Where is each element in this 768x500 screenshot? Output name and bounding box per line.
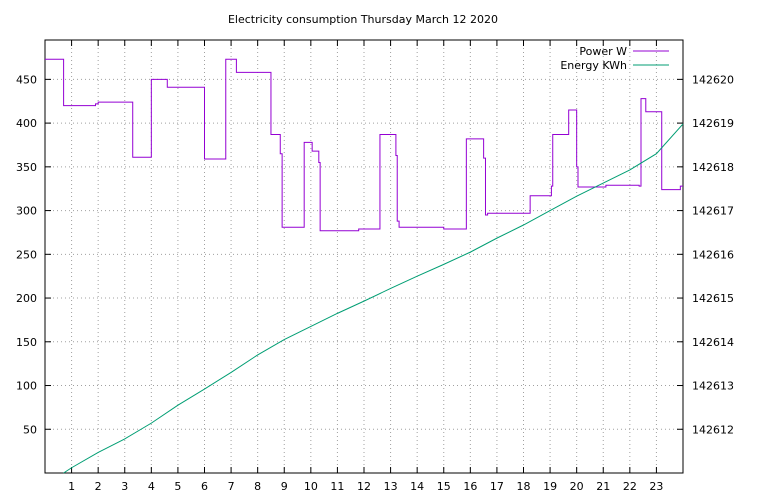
x-tick-label: 15: [437, 480, 451, 493]
y2-tick-label: 142613: [692, 380, 734, 393]
y2-tick-label: 142616: [692, 248, 734, 261]
legend-label-power: Power W: [579, 45, 627, 58]
y2-tick-label: 142617: [692, 205, 734, 218]
y-tick-label: 450: [16, 73, 37, 86]
y-tick-label: 150: [16, 336, 37, 349]
x-tick-label: 1: [68, 480, 75, 493]
y2-tick-label: 142620: [692, 73, 734, 86]
series-power-w-line: [45, 58, 683, 232]
y-tick-label: 100: [16, 380, 37, 393]
x-tick-label: 20: [570, 480, 584, 493]
x-tick-label: 23: [649, 480, 663, 493]
y-tick-label: 200: [16, 292, 37, 305]
series-layer: [45, 58, 684, 474]
y-tick-label: 50: [23, 423, 37, 436]
grid-layer: [45, 40, 683, 473]
x-tick-label: 5: [174, 480, 181, 493]
y2-tick-label: 142618: [692, 161, 734, 174]
x-tick-label: 4: [148, 480, 155, 493]
series-energy-kwh-line: [63, 123, 684, 474]
legend-label-energy: Energy KWh: [560, 59, 627, 72]
axis-layer: 1 2 3 4 5 6 7 8 9 10 11 12 13 14 15 16 17 18 19 20 21 22 23501…: [16, 40, 734, 493]
x-tick-label: 8: [254, 480, 261, 493]
x-tick-label: 14: [410, 480, 424, 493]
x-tick-label: 17: [490, 480, 504, 493]
x-tick-label: 19: [543, 480, 557, 493]
x-tick-label: 9: [281, 480, 288, 493]
legend: Power W Energy KWh: [560, 45, 669, 72]
y-tick-label: 300: [16, 205, 37, 218]
x-tick-label: 11: [330, 480, 344, 493]
x-tick-label: 21: [596, 480, 610, 493]
y2-tick-label: 142619: [692, 117, 734, 130]
x-tick-label: 10: [304, 480, 318, 493]
y-tick-label: 400: [16, 117, 37, 130]
x-tick-label: 22: [623, 480, 637, 493]
x-tick-label: 13: [384, 480, 398, 493]
y2-tick-label: 142615: [692, 292, 734, 305]
x-tick-label: 2: [95, 480, 102, 493]
x-tick-label: 12: [357, 480, 371, 493]
x-tick-label: 7: [228, 480, 235, 493]
x-tick-label: 3: [121, 480, 128, 493]
y2-tick-label: 142614: [692, 336, 734, 349]
y-tick-label: 250: [16, 248, 37, 261]
chart-title: Electricity consumption Thursday March 1…: [228, 13, 498, 26]
x-tick-label: 18: [517, 480, 531, 493]
y-tick-label: 350: [16, 161, 37, 174]
x-tick-label: 6: [201, 480, 208, 493]
x-tick-label: 16: [463, 480, 477, 493]
y2-tick-label: 142612: [692, 423, 734, 436]
